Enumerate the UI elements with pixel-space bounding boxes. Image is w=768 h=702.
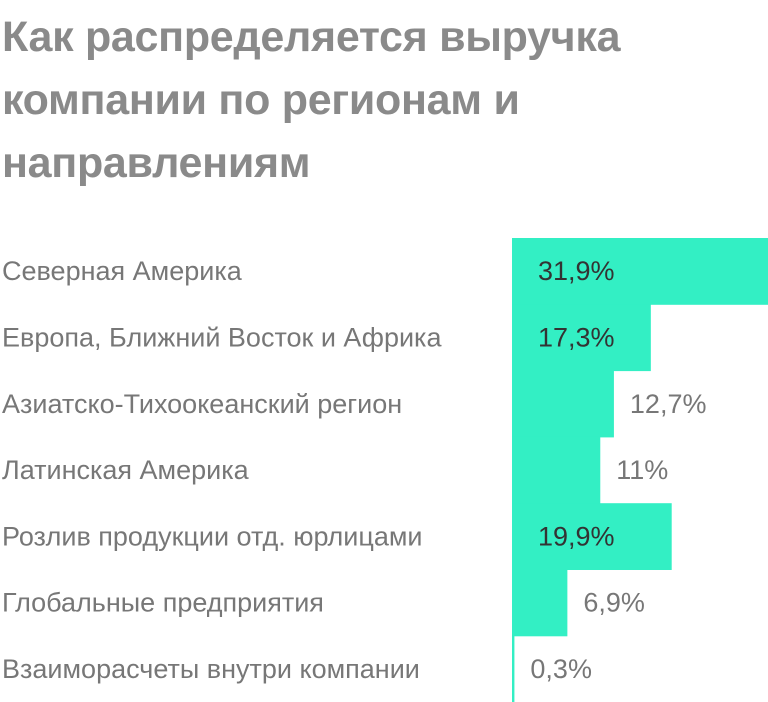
category-label: Северная Америка — [2, 256, 243, 286]
value-label: 31,9% — [538, 256, 615, 286]
bar — [512, 370, 614, 438]
category-label: Азиатско-Тихоокеанский регион — [2, 389, 402, 419]
bar — [512, 436, 601, 504]
category-label: Латинская Америка — [2, 455, 250, 485]
bar — [512, 304, 651, 372]
value-label: 11% — [616, 455, 668, 485]
bar — [512, 635, 515, 702]
category-label: Глобальные предприятия — [2, 588, 324, 618]
category-label: Европа, Ближний Восток и Африка — [2, 322, 442, 352]
value-label: 6,9% — [583, 588, 645, 618]
value-label: 0,3% — [530, 654, 592, 684]
value-label: 19,9% — [538, 521, 615, 551]
category-label: Взаиморасчеты внутри компании — [2, 654, 420, 684]
bar — [512, 569, 568, 637]
value-label: 17,3% — [538, 322, 615, 352]
chart-title: Как распределяется выручка компании по р… — [2, 13, 621, 187]
value-label: 12,7% — [630, 389, 707, 419]
bar — [512, 503, 672, 570]
category-label: Розлив продукции отд. юрлицами — [2, 521, 423, 551]
bar — [512, 238, 768, 305]
